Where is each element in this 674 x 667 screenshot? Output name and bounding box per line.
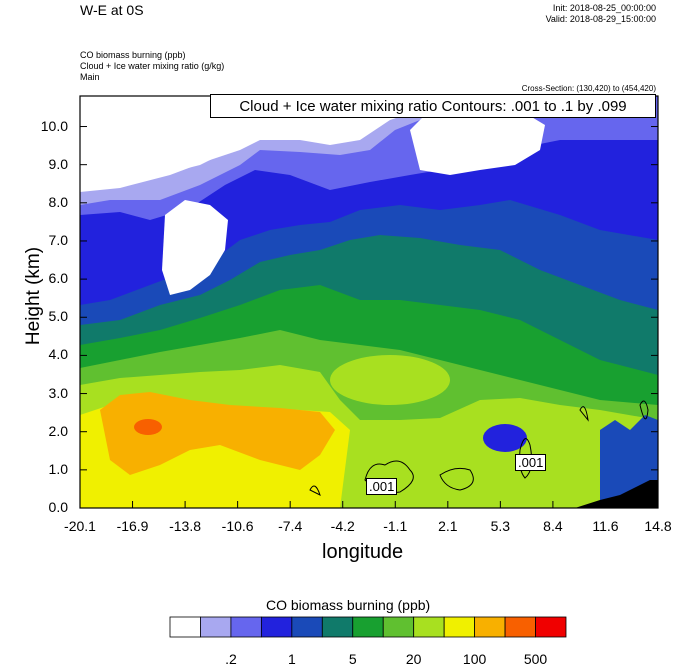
init-time: Init: 2018-08-25_00:00:00	[552, 3, 656, 13]
colorbar-swatch	[443, 616, 476, 638]
y-axis-label: Height (km)	[23, 246, 44, 346]
x-tick-label: -10.6	[221, 518, 254, 534]
colorbar-tick-label: 100	[462, 651, 487, 667]
y-tick-label: 8.0	[48, 193, 68, 210]
x-tick-label: -7.4	[278, 518, 303, 534]
colorbar-swatch	[504, 616, 536, 638]
colorbar-swatch	[474, 616, 506, 638]
y-tick-label: 9.0	[48, 155, 68, 172]
x-tick-label: 2.1	[438, 518, 458, 534]
x-tick-label: 14.8	[644, 518, 672, 534]
x-tick-label: 11.6	[592, 518, 619, 534]
x-tick-label: -1.1	[383, 518, 408, 534]
cross-section-label: Cross-Section: (130,420) to (454,420)	[521, 84, 656, 93]
zone-orange	[100, 392, 335, 475]
axis-ticks	[79, 126, 659, 509]
zone-middle-blob	[330, 355, 450, 405]
x-tick-label: 5.3	[490, 518, 511, 534]
colorbar-swatch	[260, 616, 293, 638]
y-tick-label: 10.0	[40, 117, 68, 134]
colorbar-swatch	[321, 616, 354, 638]
y-tick-label: 4.0	[48, 346, 68, 363]
colorbar-swatch	[291, 616, 323, 638]
x-axis-label: longitude	[322, 541, 404, 563]
y-tick-label: 0.0	[48, 499, 68, 515]
zone-blue-spot	[483, 424, 527, 452]
cloud-patch-left	[162, 200, 228, 295]
x-tick-label: -16.9	[116, 518, 149, 534]
contour-info-label: Cloud + Ice water mixing ratio Contours:…	[210, 94, 656, 118]
zone-red-orange	[134, 419, 162, 435]
cloud-patch-top	[80, 96, 245, 190]
y-tick-label: 7.0	[48, 231, 68, 248]
cloud-patch-right	[410, 105, 545, 175]
y-tick-label: 6.0	[48, 270, 68, 287]
valid-time: Valid: 2018-08-29_15:00:00	[545, 14, 656, 24]
y-tick-label: 2.0	[48, 422, 68, 439]
colorbar-swatch	[352, 616, 384, 638]
contour-value-label-1: .001	[366, 478, 398, 495]
colorbar	[169, 616, 567, 638]
colorbar-tick-label: 1	[287, 651, 296, 667]
plot-area	[80, 96, 658, 508]
y-tick-label: 3.0	[48, 384, 68, 401]
x-tick-label: -20.1	[64, 518, 96, 534]
colorbar-tick-label: .2	[225, 651, 237, 667]
colorbar-swatch	[413, 616, 445, 638]
y-tick-label: 5.0	[48, 308, 68, 325]
colorbar-tick-label: 500	[523, 651, 548, 667]
colorbar-swatch	[230, 616, 262, 638]
colorbar-tick-label: 5	[348, 651, 357, 667]
colorbar-swatch	[382, 616, 415, 638]
y-tick-label: 1.0	[48, 460, 68, 477]
colorbar-title: CO biomass burning (ppb)	[266, 597, 431, 613]
colorbar-tick-label: 20	[405, 651, 422, 667]
field-label-cloud: Cloud + Ice water mixing ratio (g/kg)	[80, 61, 225, 71]
colorbar-swatch	[535, 616, 567, 638]
x-tick-label: -4.2	[330, 518, 355, 534]
colorbar-swatch	[169, 616, 201, 638]
x-tick-label: 8.4	[543, 518, 563, 534]
terrain	[575, 480, 658, 508]
contour-value-label-2: .001	[515, 454, 547, 471]
field-label-co: CO biomass burning (ppb)	[80, 50, 186, 60]
colorbar-swatch	[200, 616, 232, 638]
x-tick-label: -13.8	[169, 518, 202, 534]
field-label-main: Main	[80, 72, 100, 82]
chart-title: W-E at 0S	[80, 2, 144, 18]
